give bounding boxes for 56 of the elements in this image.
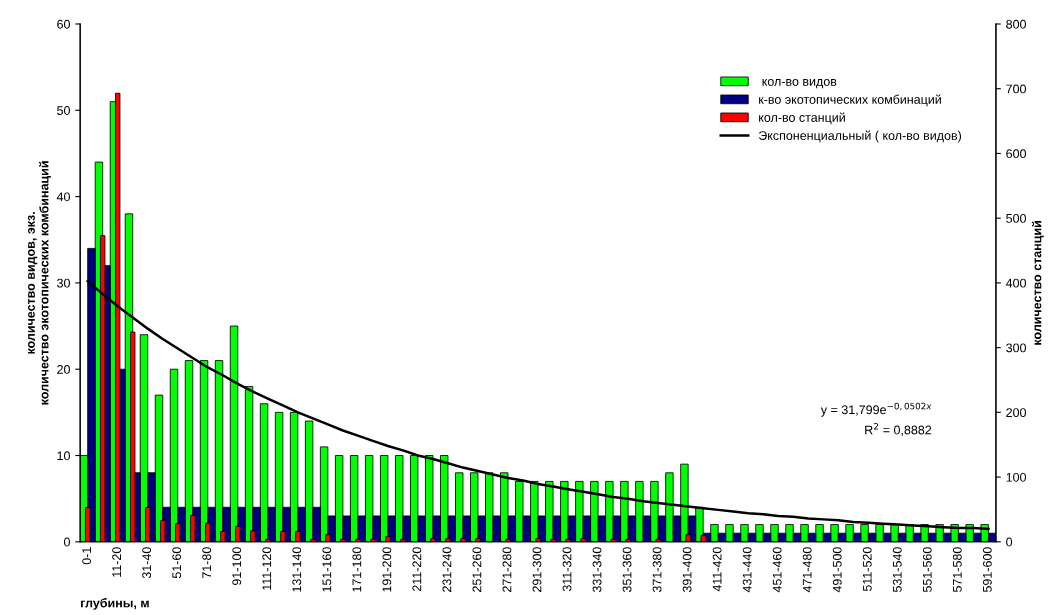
x-tick-label: 251-260 xyxy=(472,547,482,592)
y2-tick-label: 500 xyxy=(1006,213,1027,223)
annotation: y = 31,799e$^{−0,0502x}$ xyxy=(820,402,932,417)
y2-tick-label: 300 xyxy=(1006,343,1027,353)
x-tick-label: 591-600 xyxy=(982,547,992,593)
y2-tick-label: 0 xyxy=(1006,537,1013,547)
x-tick-label: 431-440 xyxy=(742,547,752,593)
x-tick-label: 0-1 xyxy=(82,547,92,565)
y2-tick-label: 700 xyxy=(1006,84,1027,94)
x-tick-label: 111-120 xyxy=(262,547,272,590)
x-tick-label: 31-40 xyxy=(142,547,152,579)
x-tick-label: 571-580 xyxy=(952,547,962,593)
x-tick-label: 131-140 xyxy=(292,547,302,592)
x-tick-label: 391-400 xyxy=(682,547,692,593)
y-tick-label: 50 xyxy=(57,106,70,115)
legend-label: кол-во видов xyxy=(762,78,837,89)
x-tick-label: 51-60 xyxy=(172,547,182,579)
y-tick-label: 20 xyxy=(57,365,70,374)
y2-tick-label: 800 xyxy=(1006,19,1027,29)
x-tick-label: 531-540 xyxy=(892,547,902,593)
x-tick-label: 291-300 xyxy=(532,547,542,592)
y-tick-label: 40 xyxy=(56,192,70,202)
y-tick-label: 30 xyxy=(57,278,70,288)
legend-label: кол-во станций xyxy=(759,112,845,125)
x-tick-label: 371-380 xyxy=(652,547,662,593)
x-tick-label: 411-420 xyxy=(712,547,722,592)
x-tick-label: 451-460 xyxy=(772,547,782,593)
y2-axis-title: количество станций xyxy=(1031,221,1044,345)
legend-label: Экспоненциальный ( кол-во видов) xyxy=(758,130,962,143)
x-tick-label: 351-360 xyxy=(622,547,632,593)
x-tick-label: 551-560 xyxy=(922,547,932,593)
x-tick-label: 511-520 xyxy=(862,547,872,592)
legend-label: к-во экотопических комбинаций xyxy=(759,94,941,107)
y-axis-title: количество видов, экз. количество экотопических комбинаций xyxy=(28,161,51,405)
y-tick-label: 60 xyxy=(57,19,70,29)
x-tick-label: 91-100 xyxy=(232,547,242,586)
x-tick-label: 231-240 xyxy=(442,547,452,592)
y2-tick-label: 400 xyxy=(1005,278,1027,288)
x-tick-label: 331-340 xyxy=(592,547,602,593)
x-tick-label: 151-160 xyxy=(322,547,332,592)
y-tick-label: 0 xyxy=(63,537,70,547)
x-tick-label: 211-220 xyxy=(412,547,422,591)
y2-tick-label: 200 xyxy=(1006,408,1027,418)
x-tick-label: 311-320 xyxy=(562,547,572,592)
x-tick-label: 171-180 xyxy=(352,547,362,592)
x-tick-label: 471-480 xyxy=(802,547,812,593)
x-tick-label: 491-500 xyxy=(832,547,842,593)
x-tick-label: 191-200 xyxy=(382,547,392,592)
x-axis-title: глубины, м xyxy=(81,598,149,610)
y-tick-label: 10 xyxy=(57,451,70,461)
y2-tick-label: 100 xyxy=(1006,472,1027,482)
annotation: R$^{2}$ = 0,8882 xyxy=(865,423,932,436)
x-tick-label: 71-80 xyxy=(202,547,212,578)
y2-tick-label: 600 xyxy=(1006,149,1027,159)
x-tick-label: 271-280 xyxy=(502,547,512,592)
x-tick-label: 11-20 xyxy=(112,547,122,577)
